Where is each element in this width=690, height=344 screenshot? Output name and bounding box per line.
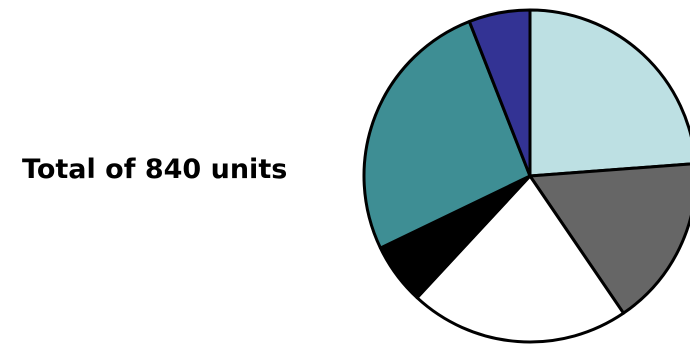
pie-slice-1 [528, 8, 690, 178]
total-units-label: Total of 840 units [22, 154, 288, 185]
pie-slice-6 [467, 8, 532, 178]
pie-slices [362, 8, 690, 344]
pie-slice-3 [415, 174, 626, 344]
pie-slice-2 [528, 162, 690, 315]
pie-slice-5 [362, 19, 532, 250]
